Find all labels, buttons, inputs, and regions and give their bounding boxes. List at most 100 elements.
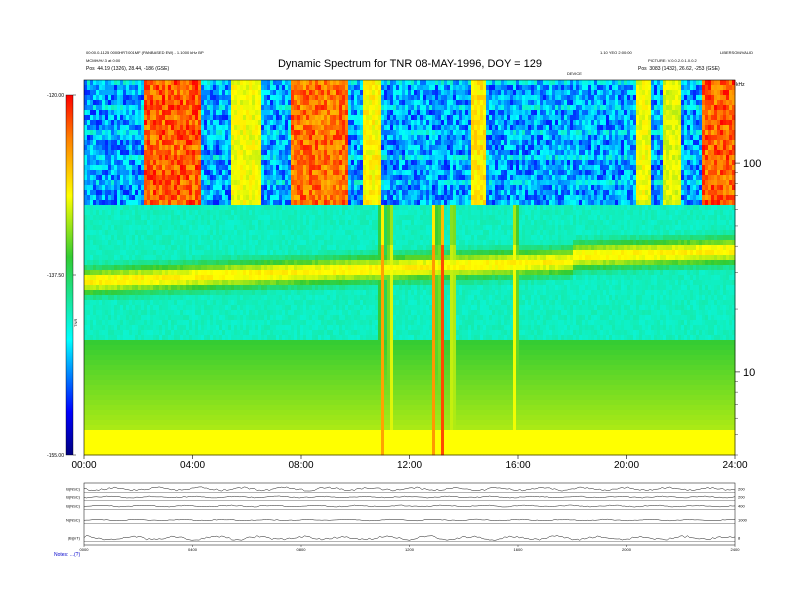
spectrogram-cell <box>129 400 133 406</box>
spectrogram-cell <box>270 360 274 366</box>
spectrogram-cell <box>225 445 229 451</box>
spectrogram-cell <box>123 135 127 141</box>
spectrogram-cell <box>195 150 199 156</box>
spectrogram-cell <box>159 375 163 381</box>
spectrogram-cell <box>180 435 184 441</box>
spectrogram-cell <box>132 220 136 226</box>
spectrogram-cell <box>252 450 256 456</box>
spectrogram-cell <box>93 215 97 221</box>
spectrogram-cell <box>132 215 136 221</box>
spectrogram-cell <box>267 405 271 411</box>
spectrogram-cell <box>207 295 211 301</box>
spectrogram-cell <box>159 295 163 301</box>
spectrogram-cell <box>153 195 157 201</box>
spectrogram-cell <box>234 120 238 126</box>
spectrogram-cell <box>186 165 190 171</box>
spectrogram-cell <box>174 440 178 446</box>
spectrogram-cell <box>231 205 235 211</box>
spectrogram-cell <box>213 200 217 206</box>
spectrogram-cell <box>129 415 133 421</box>
spectrogram-cell <box>261 190 265 196</box>
spectrogram-cell <box>120 350 124 356</box>
spectrogram-cell <box>279 290 283 296</box>
spectrogram-cell <box>264 90 268 96</box>
spectrogram-cell <box>213 280 217 286</box>
spectrogram-cell <box>219 160 223 166</box>
spectrogram-cell <box>96 210 100 216</box>
spectrogram-cell <box>219 320 223 326</box>
spectrogram-cell <box>252 150 256 156</box>
spectrogram-cell <box>174 405 178 411</box>
spectrogram-cell <box>219 245 223 251</box>
spectrogram-cell <box>246 180 250 186</box>
spectrogram-cell <box>102 285 106 291</box>
spectrogram-cell <box>177 430 181 436</box>
spectrogram-cell <box>135 285 139 291</box>
spectrogram-cell <box>204 355 208 361</box>
spectrogram-cell <box>255 300 259 306</box>
spectrogram-cell <box>150 375 154 381</box>
spectrogram-cell <box>123 105 127 111</box>
spectrogram-cell <box>183 275 187 281</box>
spectrogram-cell <box>99 230 103 236</box>
spectrogram-cell <box>216 270 220 276</box>
spectrogram-cell <box>156 435 160 441</box>
spectrogram-cell <box>117 435 121 441</box>
spectrogram-cell <box>156 160 160 166</box>
spectrogram-cell <box>186 175 190 181</box>
spectrogram-cell <box>252 90 256 96</box>
spectrogram-cell <box>135 355 139 361</box>
spectrogram-cell <box>114 380 118 386</box>
spectrogram-cell <box>171 105 175 111</box>
spectrogram-cell <box>243 370 247 376</box>
spectrogram-cell <box>237 445 241 451</box>
spectrogram-cell <box>168 140 172 146</box>
spectrogram-cell <box>117 235 121 241</box>
spectrogram-cell <box>177 165 181 171</box>
spectrogram-cell <box>201 185 205 191</box>
spectrogram-cell <box>96 310 100 316</box>
spectrogram-cell <box>261 380 265 386</box>
spectrogram-cell <box>183 350 187 356</box>
spectrogram-cell <box>138 105 142 111</box>
spectrogram-cell <box>168 195 172 201</box>
spectrogram-cell <box>180 320 184 326</box>
spectrogram-cell <box>210 95 214 101</box>
spectrogram-cell <box>255 425 259 431</box>
spectrogram-cell <box>108 255 112 261</box>
spectrogram-cell <box>201 240 205 246</box>
spectrogram-cell <box>222 230 226 236</box>
spectrogram-cell <box>129 425 133 431</box>
spectrogram-cell <box>105 145 109 151</box>
spectrogram-cell <box>171 230 175 236</box>
spectrogram-cell <box>102 420 106 426</box>
spectrogram-cell <box>231 430 235 436</box>
spectrogram-cell <box>174 165 178 171</box>
spectrogram-cell <box>123 165 127 171</box>
spectrogram-cell <box>276 405 280 411</box>
spectrogram-cell <box>228 170 232 176</box>
spectrogram-cell <box>159 235 163 241</box>
spectrogram-cell <box>96 160 100 166</box>
spectrogram-cell <box>114 250 118 256</box>
spectrogram-cell <box>246 390 250 396</box>
spectrogram-cell <box>249 215 253 221</box>
spectrogram-cell <box>279 335 283 341</box>
spectrogram-cell <box>231 185 235 191</box>
spectrogram-cell <box>213 445 217 451</box>
spectrogram-cell <box>276 305 280 311</box>
spectrogram-cell <box>177 280 181 286</box>
spectrogram-cell <box>210 285 214 291</box>
spectrogram-cell <box>201 400 205 406</box>
spectrogram-cell <box>165 85 169 91</box>
spectrogram-cell <box>102 440 106 446</box>
spectrogram-cell <box>123 365 127 371</box>
spectrogram-cell <box>171 330 175 336</box>
spectrogram-cell <box>210 390 214 396</box>
spectrogram-cell <box>153 245 157 251</box>
spectrogram-cell <box>195 100 199 106</box>
spectrogram-cell <box>198 180 202 186</box>
spectrogram-cell <box>261 95 265 101</box>
spectrogram-cell <box>219 175 223 181</box>
spectrogram-cell <box>201 150 205 156</box>
